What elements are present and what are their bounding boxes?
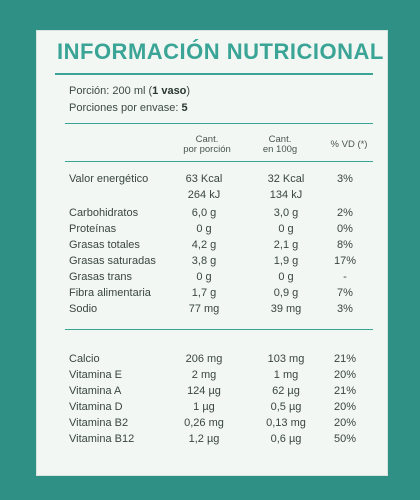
page-title: INFORMACIÓN NUTRICIONAL (57, 39, 384, 64)
divider (65, 161, 373, 162)
table-row: Vitamina B12 1,2 µg 0,6 µg 50% (69, 431, 373, 447)
row-portion: 206 mg (185, 353, 223, 365)
portions-value: 5 (181, 102, 188, 114)
table-row: Vitamina A 124 µg 62 µg 21% (69, 383, 373, 399)
table-row: Grasas trans 0 g 0 g - (69, 269, 373, 285)
row-name: Vitamina D (69, 401, 123, 413)
row-vd: 8% (337, 239, 353, 251)
row-name: Valor energético (69, 173, 149, 185)
table-row: Vitamina B2 0,26 mg 0,13 mg 20% (69, 415, 373, 431)
portions-per-container: Porciones por envase: 5 (69, 102, 188, 114)
row-vd: 20% (333, 417, 357, 429)
row-name: Grasas saturadas (69, 255, 156, 267)
row-portion: 77 mg (188, 303, 220, 315)
portion-bold: 1 vaso (152, 85, 187, 97)
row-name: Sodio (69, 303, 98, 315)
row-vd: 7% (337, 287, 353, 299)
row-name: Vitamina A (69, 385, 122, 397)
row-vd: 20% (333, 401, 357, 413)
row-per100: 1 mg (273, 369, 299, 381)
portion-end: ) (186, 85, 191, 97)
row-portion: 124 µg (187, 385, 221, 397)
row-vd: - (343, 271, 347, 283)
row-per100: 0,5 µg (270, 401, 302, 413)
energy-rows: Valor energético 63 Kcal 32 Kcal 3% 264 … (69, 171, 373, 203)
table-row: Grasas totales 4,2 g 2,1 g 8% (69, 237, 373, 253)
row-portion: 63 Kcal (185, 173, 223, 185)
row-vd: 50% (333, 433, 357, 445)
row-per100: 39 mg (270, 303, 302, 315)
table-row: Calcio 206 mg 103 mg 21% (69, 351, 373, 367)
row-portion: 4,2 g (191, 239, 217, 251)
row-portion: 0 g (196, 223, 212, 235)
row-name: Proteínas (69, 223, 117, 235)
row-portion: 2 mg (191, 369, 217, 381)
divider (55, 73, 373, 75)
row-name: Vitamina E (69, 369, 122, 381)
row-portion: 6,0 g (191, 207, 217, 219)
portion-size: Porción: 200 ml (1 vaso) (69, 85, 190, 97)
divider (65, 123, 373, 124)
nutrient-rows: Carbohidratos 6,0 g 3,0 g 2% Proteínas 0… (69, 205, 373, 317)
row-per100: 0 g (278, 271, 294, 283)
row-per100: 134 kJ (269, 189, 303, 201)
row-vd: 3% (337, 173, 353, 185)
table-row: Vitamina D 1 µg 0,5 µg 20% (69, 399, 373, 415)
row-vd: 21% (333, 385, 357, 397)
table-row: Carbohidratos 6,0 g 3,0 g 2% (69, 205, 373, 221)
row-per100: 0,13 mg (266, 417, 306, 429)
portion-label: Porción: 200 ml ( (69, 85, 153, 97)
header-per-portion: Cant. por porción (183, 134, 231, 155)
row-name: Grasas trans (69, 271, 132, 283)
table-row: Fibra alimentaria 1,7 g 0,9 g 7% (69, 285, 373, 301)
row-per100: 32 Kcal (267, 173, 305, 185)
row-vd: 2% (337, 207, 353, 219)
row-per100: 103 mg (267, 353, 305, 365)
row-portion: 264 kJ (187, 189, 221, 201)
table-row: 264 kJ 134 kJ (69, 187, 373, 203)
row-portion: 0,26 mg (184, 417, 224, 429)
row-per100: 3,0 g (273, 207, 299, 219)
row-portion: 1,7 g (191, 287, 217, 299)
table-row: Proteínas 0 g 0 g 0% (69, 221, 373, 237)
vitamin-rows: Calcio 206 mg 103 mg 21% Vitamina E 2 mg… (69, 351, 373, 447)
row-vd: 17% (333, 255, 357, 267)
row-vd: 3% (337, 303, 353, 315)
table-row: Valor energético 63 Kcal 32 Kcal 3% (69, 171, 373, 187)
header-vd: % VD (*) (330, 139, 368, 150)
row-name: Grasas totales (69, 239, 140, 251)
row-name: Vitamina B2 (69, 417, 129, 429)
nutrition-label-panel: INFORMACIÓN NUTRICIONAL Porción: 200 ml … (36, 30, 388, 476)
row-name: Vitamina B12 (69, 433, 135, 445)
row-vd: 20% (333, 369, 357, 381)
row-per100: 1,9 g (273, 255, 299, 267)
table-row: Sodio 77 mg 39 mg 3% (69, 301, 373, 317)
row-per100: 0,6 µg (270, 433, 302, 445)
row-per100: 0,9 g (273, 287, 299, 299)
portions-label: Porciones por envase: (69, 102, 182, 114)
divider (65, 329, 373, 330)
row-vd: 0% (337, 223, 353, 235)
row-portion: 3,8 g (191, 255, 217, 267)
row-vd: 21% (333, 353, 357, 365)
row-name: Fibra alimentaria (69, 287, 151, 299)
row-portion: 1 µg (193, 401, 215, 413)
table-row: Vitamina E 2 mg 1 mg 20% (69, 367, 373, 383)
row-portion: 0 g (196, 271, 212, 283)
row-per100: 0 g (278, 223, 294, 235)
row-per100: 2,1 g (273, 239, 299, 251)
header-per-100g: Cant. en 100g (262, 134, 298, 155)
row-name: Carbohidratos (69, 207, 139, 219)
table-row: Grasas saturadas 3,8 g 1,9 g 17% (69, 253, 373, 269)
row-name: Calcio (69, 353, 100, 365)
row-per100: 62 µg (272, 385, 300, 397)
row-portion: 1,2 µg (188, 433, 220, 445)
